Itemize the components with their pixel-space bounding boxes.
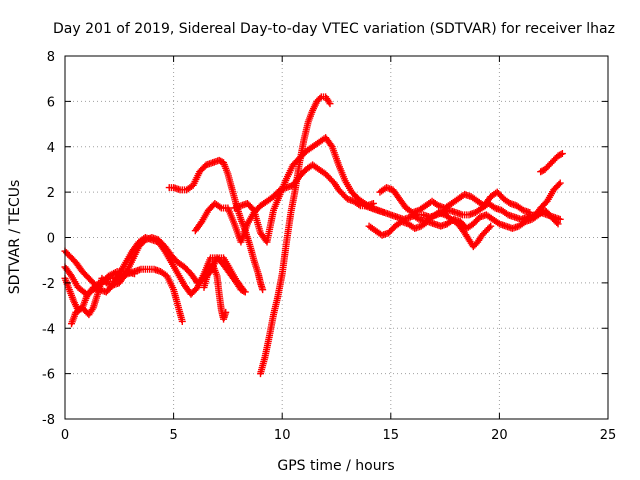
data-point: [553, 219, 561, 227]
y-axis-label: SDTVAR / TECUs: [7, 180, 23, 295]
x-tick-label: 25: [600, 428, 617, 443]
y-tick-label: 0: [47, 232, 55, 247]
data-point: [558, 150, 566, 158]
data-point: [316, 94, 324, 102]
data-point: [485, 224, 493, 232]
data-point: [555, 180, 563, 188]
data-points: [61, 93, 566, 378]
x-tick-label: 15: [383, 428, 400, 443]
chart-title: Day 201 of 2019, Sidereal Day-to-day VTE…: [53, 21, 615, 37]
data-point: [239, 286, 247, 294]
y-tick-label: 6: [47, 95, 55, 110]
y-tick-label: 2: [47, 186, 55, 201]
data-point: [526, 209, 534, 217]
data-point: [487, 222, 495, 230]
data-point: [556, 215, 564, 223]
y-tick-label: -8: [42, 413, 55, 428]
data-point: [259, 286, 267, 294]
x-axis-label: GPS time / hours: [277, 458, 394, 474]
data-point: [178, 317, 186, 325]
y-tick-label: -6: [42, 368, 55, 383]
y-tick-label: 8: [47, 50, 55, 65]
data-point: [238, 284, 246, 292]
data-point: [222, 308, 230, 316]
data-point: [556, 179, 564, 187]
y-tick-label: 4: [47, 141, 55, 156]
x-tick-label: 5: [169, 428, 177, 443]
axis-ticks: 0 5 10 15 20 25 -8 -6 -4 -2 0 2 4 6 8: [42, 50, 616, 443]
y-tick-label: -2: [42, 277, 55, 292]
data-point: [326, 100, 334, 108]
data-point: [554, 220, 562, 228]
data-point: [216, 203, 224, 211]
x-tick-label: 0: [61, 428, 69, 443]
data-point: [327, 141, 335, 149]
x-tick-label: 20: [491, 428, 508, 443]
grid-lines: [65, 56, 608, 419]
x-tick-label: 10: [274, 428, 291, 443]
y-tick-label: -4: [42, 322, 55, 337]
data-point: [557, 150, 565, 158]
